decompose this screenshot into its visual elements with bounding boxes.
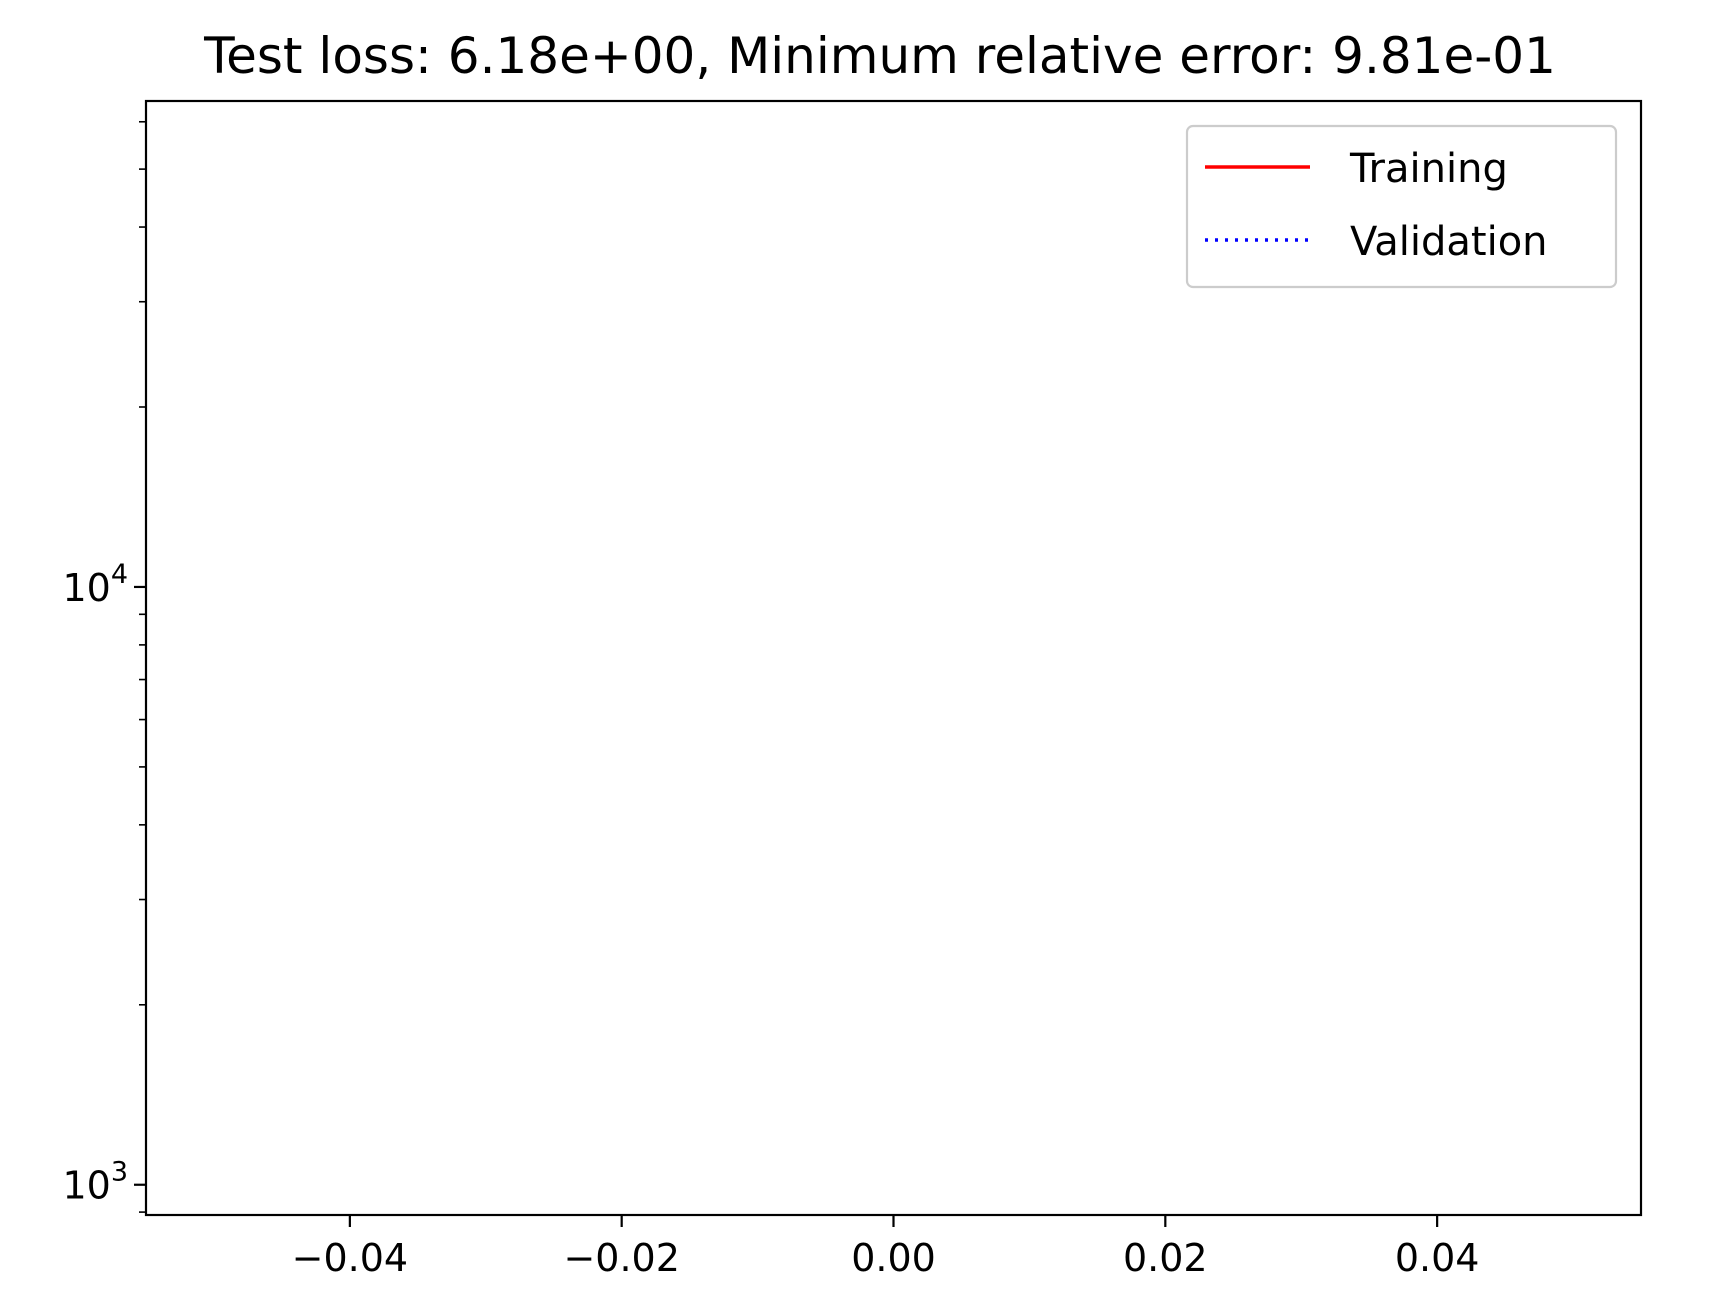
x-tick-label: −0.04	[292, 1236, 408, 1280]
legend-label-validation: Validation	[1350, 219, 1548, 265]
x-tick-label: 0.00	[851, 1236, 936, 1280]
y-tick-label: 104	[62, 559, 128, 610]
legend-label-training: Training	[1349, 146, 1508, 192]
x-tick-label: −0.02	[563, 1236, 679, 1280]
chart-title: Test loss: 6.18e+00, Minimum relative er…	[203, 27, 1556, 85]
x-tick-label: 0.02	[1123, 1236, 1208, 1280]
x-axis: −0.04 −0.02 0.00 0.02 0.04	[292, 1215, 1480, 1280]
legend: Training Validation	[1185, 124, 1618, 289]
x-tick-label: 0.04	[1395, 1236, 1480, 1280]
y-axis: 103 104	[62, 120, 146, 1213]
y-tick-label: 103	[62, 1157, 128, 1208]
